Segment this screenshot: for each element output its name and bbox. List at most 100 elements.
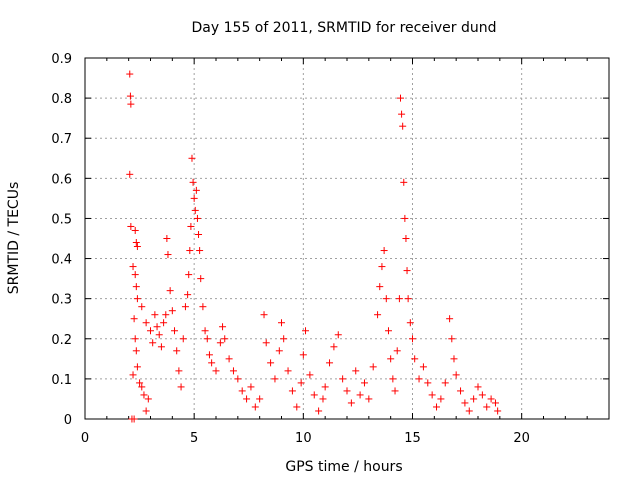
data-point [177,383,185,391]
data-point [216,339,224,347]
data-points [126,70,502,423]
y-tick-label: 0.2 [51,333,72,348]
data-point [132,283,140,291]
data-point [155,331,163,339]
data-point [343,387,351,395]
data-point [256,395,264,403]
data-point [428,391,436,399]
data-point [251,403,259,411]
data-point [133,243,141,251]
y-tick-label: 0.8 [51,92,72,107]
data-point [356,391,364,399]
data-point [403,267,411,275]
data-point [234,375,242,383]
y-tick-label: 0.3 [51,293,72,308]
data-point [243,395,251,403]
data-point [192,186,200,194]
axis-ticks: 0 0.1 0.2 0.3 0.4 0.5 0.6 0.7 0.8 0.9 0 5 10 15 20 [51,52,609,446]
data-point [131,335,139,343]
x-tick-label: 0 [81,431,89,446]
data-point [189,178,197,186]
data-point [310,391,318,399]
data-point [321,383,329,391]
data-point [138,303,146,311]
data-point [142,319,150,327]
data-point [162,311,170,319]
data-point [376,283,384,291]
data-point [186,247,194,255]
data-point [278,319,285,327]
data-point [140,391,148,399]
data-point [144,395,152,403]
data-point [201,327,209,335]
data-point [387,355,395,363]
data-point [126,70,134,78]
data-point [160,319,168,327]
y-tick-label: 0.9 [51,52,72,67]
data-point [450,355,458,363]
data-point [190,194,198,202]
data-point [306,371,314,379]
data-point [271,375,279,383]
data-point [448,335,456,343]
data-point [352,367,360,375]
data-point [401,214,409,222]
data-point [163,235,171,242]
data-point [153,323,161,331]
data-point [400,178,408,186]
data-point [441,379,449,387]
data-point [151,311,159,319]
data-point [238,387,246,395]
data-point [191,206,199,214]
data-point [411,355,419,363]
data-point [149,339,157,347]
data-point [474,383,482,391]
x-axis-label: GPS time / hours [285,459,402,475]
data-point [275,347,283,355]
data-point [147,327,154,335]
data-point [203,335,211,343]
data-point [188,154,196,162]
data-point [195,230,203,238]
data-point [491,399,499,407]
data-point [360,379,368,387]
data-point [138,383,146,391]
data-point [132,347,140,355]
data-point [212,367,220,375]
data-point [179,335,187,343]
y-tick-label: 0.6 [51,172,72,187]
data-point [219,323,227,331]
data-point [415,375,423,383]
data-point [131,271,139,279]
data-point [293,403,301,411]
data-point [409,335,416,343]
y-tick-label: 0.5 [51,212,72,227]
data-point [470,395,478,403]
data-point [260,311,268,319]
y-tick-label: 0 [64,413,72,428]
y-tick-label: 0.1 [51,373,72,388]
data-point [193,214,201,222]
data-point [164,251,172,259]
data-point [142,407,150,415]
data-point [126,92,134,100]
data-point [424,379,432,387]
data-point [404,295,412,303]
data-point [369,363,377,371]
data-point [391,387,399,395]
data-point [347,399,355,407]
x-tick-label: 15 [404,431,421,446]
data-point [247,383,255,391]
data-point [380,247,388,255]
data-point [487,395,495,403]
data-point [168,307,176,315]
data-point [129,263,137,271]
data-point [280,335,288,343]
data-point [433,403,441,411]
data-point [395,295,403,303]
data-point [326,359,334,367]
data-point [398,110,406,118]
data-point [185,271,193,279]
data-point [187,222,195,230]
